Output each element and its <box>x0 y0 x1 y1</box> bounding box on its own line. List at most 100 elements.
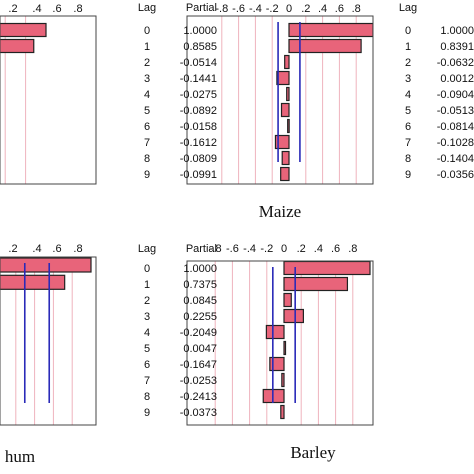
pacf-bar <box>284 54 290 70</box>
panel-4: -.8 -.6 -.4 -.2 0 .2 .4 .6 .8 Lag Partial 0 1 2 3 4 5 6 7 8… <box>138 243 374 462</box>
lag-header: Lag <box>138 2 156 14</box>
partial-value: -0.0275 <box>180 89 217 101</box>
partial-value: 0.7375 <box>183 279 217 291</box>
chart-title: Barley <box>290 443 336 462</box>
lag-value: 3 <box>144 73 150 85</box>
pacf-bar <box>288 22 373 38</box>
pacf-bar <box>286 86 290 102</box>
lag-header: Lag <box>138 243 156 255</box>
partial-value: 0.0845 <box>183 295 217 307</box>
lag-header: Lag <box>399 2 417 14</box>
axis-tick-label: .2 <box>8 243 17 255</box>
lag-value: 8 <box>144 391 150 403</box>
lag-value: 6 <box>144 121 150 133</box>
lag-value: 5 <box>405 105 411 117</box>
axis-tick-label: .8 <box>73 243 82 255</box>
axis-tick-label: .2 <box>301 3 310 15</box>
lag-value: 7 <box>144 375 150 387</box>
lag-value: 5 <box>144 105 150 117</box>
lag-value: 6 <box>405 121 411 133</box>
lag-value: 4 <box>405 89 411 101</box>
pacf-bar <box>283 261 371 276</box>
lag-value: 1 <box>144 41 150 53</box>
axis-tick-label: .4 <box>314 243 323 255</box>
partial-value: -0.0513 <box>437 105 474 117</box>
lag-value: 1 <box>144 279 150 291</box>
panel-1: -.8 -.6 -.4 -.2 0 .2 .4 .6 .8 Lag Partial 0 1 2 3 4 5 6 7 8… <box>138 2 374 221</box>
partial-value: -0.1612 <box>180 137 217 149</box>
lag-value: 2 <box>405 57 411 69</box>
partial-value: -0.0904 <box>437 89 474 101</box>
plot-frame <box>0 15 97 185</box>
lag-value: 9 <box>405 169 411 181</box>
lag-value: 1 <box>405 41 411 53</box>
partial-value: -0.0991 <box>180 169 217 181</box>
partial-value: 1.0000 <box>183 263 217 275</box>
axis-tick-label: .4 <box>32 3 41 15</box>
partial-value: -0.0514 <box>180 57 217 69</box>
partial-value: -0.0356 <box>437 169 474 181</box>
plot-frame <box>0 256 97 426</box>
partial-value: -0.0809 <box>180 153 217 165</box>
lag-value: 4 <box>144 327 150 339</box>
pacf-bar <box>276 70 290 86</box>
partial-value: -0.0158 <box>180 121 217 133</box>
partial-header: Partial <box>186 2 217 14</box>
axis-tick-label: .6 <box>335 3 344 15</box>
axis-tick-label: -.2 <box>260 243 273 255</box>
partial-value: -0.1441 <box>180 73 217 85</box>
lag-value: 6 <box>144 359 150 371</box>
axis-tick-label: .4 <box>318 3 327 15</box>
partial-value: -0.0814 <box>437 121 474 133</box>
lag-value: 2 <box>144 295 150 307</box>
pacf-bar <box>265 324 285 340</box>
lag-value: 9 <box>144 169 150 181</box>
pacf-bar <box>0 38 35 54</box>
axis-tick-label: .6 <box>52 243 61 255</box>
axis-tick-label: -.6 <box>232 3 245 15</box>
partial-value: -0.2413 <box>180 391 217 403</box>
lag-value: 2 <box>144 57 150 69</box>
axis-tick-label: .2 <box>8 3 17 15</box>
axis-tick-label: .8 <box>352 3 361 15</box>
pacf-bar <box>287 118 290 134</box>
partial-value: -0.2049 <box>180 327 217 339</box>
axis-tick-label: .6 <box>52 3 61 15</box>
lag-value: 7 <box>405 137 411 149</box>
axis-tick-label: -.4 <box>249 3 262 15</box>
pacf-bar <box>288 38 362 54</box>
partial-value: 0.0047 <box>183 343 217 355</box>
axis-tick-label: 0 <box>281 243 287 255</box>
lag-value: 8 <box>144 153 150 165</box>
lag-value: 3 <box>405 73 411 85</box>
pacf-bar <box>283 292 292 308</box>
axis-tick-label: .4 <box>32 243 41 255</box>
pacf-bar <box>280 404 285 420</box>
axis-tick-label: -.4 <box>243 243 256 255</box>
pacf-bar <box>0 274 66 290</box>
pacf-bar <box>262 388 285 404</box>
partial-value: -0.1404 <box>437 153 474 165</box>
pacf-bar <box>280 102 290 118</box>
pacf-bar <box>269 356 285 372</box>
lag-value: 0 <box>144 263 150 275</box>
panel-0: .2 .4 .6 .8 <box>0 3 97 185</box>
partial-value: -0.0632 <box>437 57 474 69</box>
partial-value: 0.8585 <box>183 41 217 53</box>
pacf-bar <box>281 372 285 388</box>
axis-tick-label: -.2 <box>266 3 279 15</box>
lag-value: 5 <box>144 343 150 355</box>
axis-tick-label: -.6 <box>226 243 239 255</box>
axis-tick-label: 0 <box>286 3 292 15</box>
pacf-bar <box>280 166 290 182</box>
partial-header: Partial <box>186 243 217 255</box>
partial-value: 0.0012 <box>440 73 474 85</box>
lag-value: 9 <box>144 407 150 419</box>
axis-tick-label: .6 <box>331 243 340 255</box>
pacf-bar <box>0 257 92 273</box>
partial-value: -0.0892 <box>180 105 217 117</box>
axis-tick-label: -.8 <box>215 3 228 15</box>
pacf-bar <box>283 340 287 356</box>
partial-value: 0.2255 <box>183 311 217 323</box>
